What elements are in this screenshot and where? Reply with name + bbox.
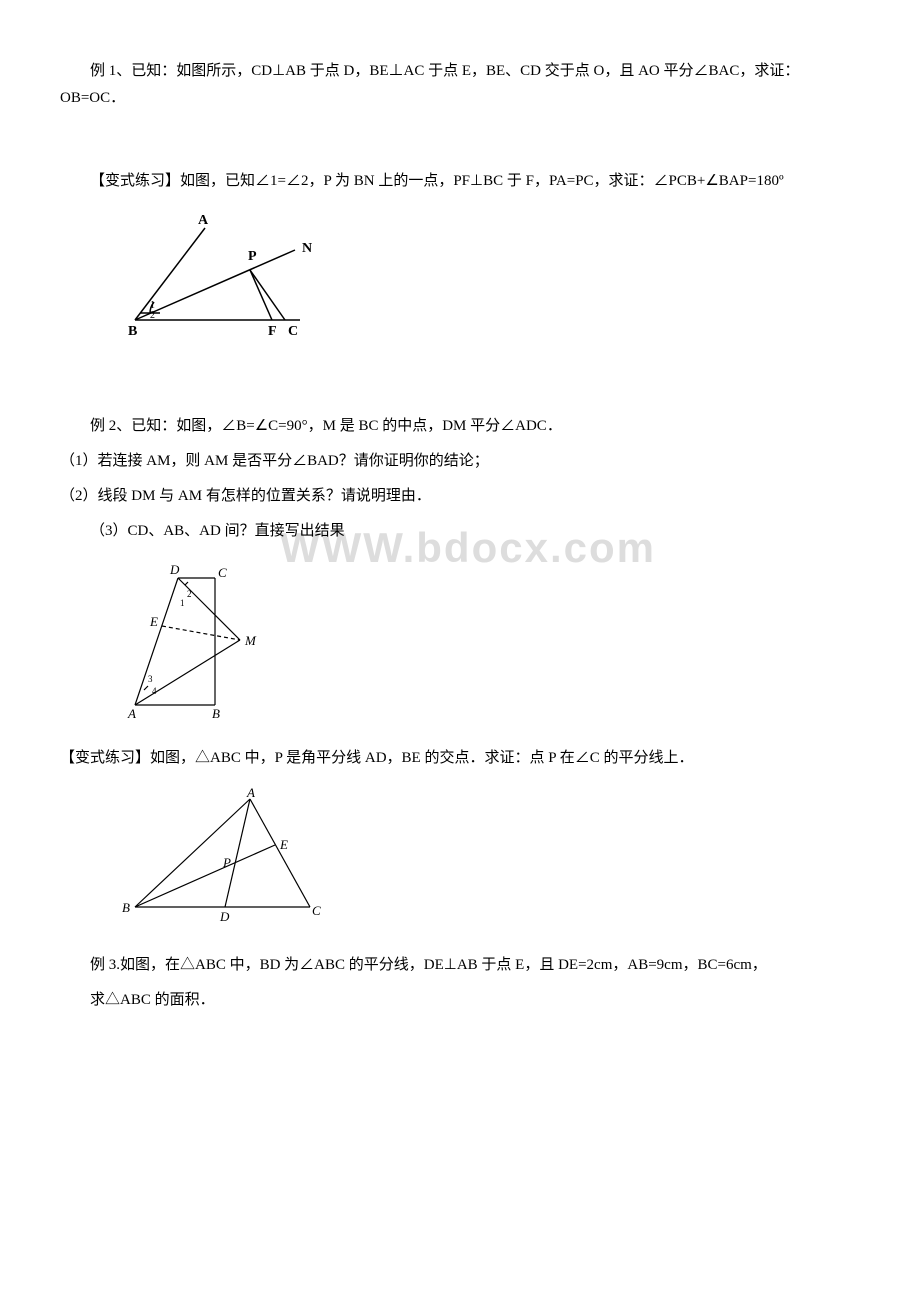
fig2-label-C: C: [218, 565, 227, 580]
problem2-line3: （2）线段 DM 与 AM 有怎样的位置关系？请说明理由．: [60, 483, 860, 510]
fig2-angle3: 3: [148, 674, 153, 684]
fig3-label-C: C: [312, 903, 321, 918]
figure1: A P N B F C 1 2: [120, 210, 860, 350]
fig2-label-M: M: [244, 633, 257, 648]
fig2-angle1: 1: [180, 598, 185, 608]
fig1-label-F: F: [268, 324, 277, 339]
figure3: A B C D E P: [120, 787, 860, 937]
figure2: D C E M A B 2 1 3 4: [120, 560, 860, 730]
problem3-line2: 求△ABC 的面积．: [60, 987, 860, 1014]
fig1-label-B: B: [128, 324, 137, 339]
problem3-line1: 例 3.如图，在△ABC 中，BD 为∠ABC 的平分线，DE⊥AB 于点 E，…: [60, 952, 860, 979]
fig1-label-C: C: [288, 324, 298, 339]
fig1-angle2: 2: [150, 310, 155, 321]
problem2-line4: （3）CD、AB、AD 间？直接写出结果: [60, 518, 860, 545]
variant2-text: 【变式练习】如图，△ABC 中，P 是角平分线 AD，BE 的交点．求证：点 P…: [60, 745, 860, 772]
fig2-label-E: E: [149, 614, 158, 629]
fig2-label-A: A: [127, 706, 136, 720]
problem2-line2: （1）若连接 AM，则 AM 是否平分∠BAD？请你证明你的结论；: [60, 448, 860, 475]
fig1-label-P: P: [248, 249, 257, 264]
fig3-label-P: P: [222, 855, 231, 870]
fig3-label-B: B: [122, 900, 130, 915]
fig3-label-A: A: [246, 787, 255, 800]
fig1-label-N: N: [302, 241, 312, 256]
variant1-text: 【变式练习】如图，已知∠1=∠2，P 为 BN 上的一点，PF⊥BC 于 F，P…: [60, 168, 860, 195]
fig3-label-E: E: [279, 837, 288, 852]
fig3-label-D: D: [219, 909, 230, 924]
problem2-line1: 例 2、已知：如图，∠B=∠C=90°，M 是 BC 的中点，DM 平分∠ADC…: [60, 413, 860, 440]
fig2-angle2: 2: [187, 589, 192, 599]
fig2-angle4: 4: [152, 686, 157, 696]
fig1-label-A: A: [198, 213, 209, 228]
fig2-label-B: B: [212, 706, 220, 720]
fig2-label-D: D: [169, 562, 180, 577]
problem1-text: 例 1、已知：如图所示，CD⊥AB 于点 D，BE⊥AC 于点 E，BE、CD …: [60, 58, 860, 112]
